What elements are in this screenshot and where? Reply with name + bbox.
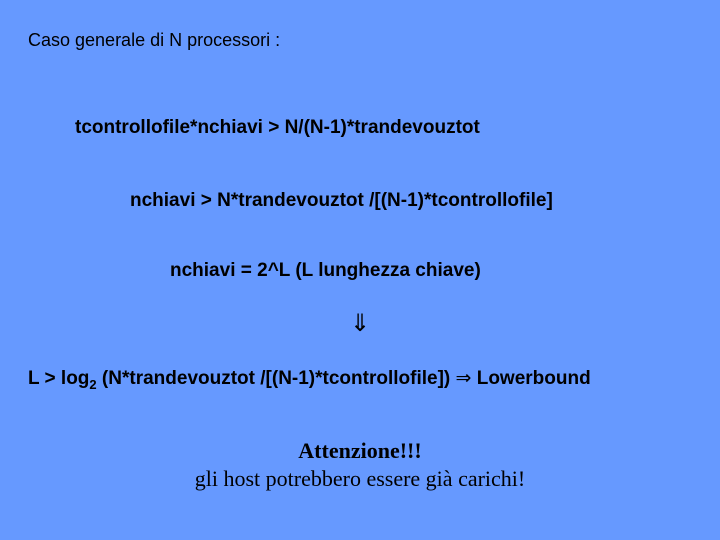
inequality-line-2: nchiavi > N*trandevouztot /[(N-1)*tcontr… [130,190,553,212]
lowerbound-post: Lowerbound [471,368,590,389]
attention-body: gli host potrebbero essere già carichi! [0,466,720,492]
attention-heading: Attenzione!!! [0,438,720,464]
slide-root: Caso generale di N processori : tcontrol… [0,0,720,540]
log-base-subscript: 2 [89,377,96,392]
lowerbound-mid: (N*trandevouztot /[(N-1)*tcontrollofile]… [97,368,456,389]
implies-icon: ⇒ [456,368,472,389]
inequality-line-1: tcontrollofile*nchiavi > N/(N-1)*trandev… [75,117,480,139]
lowerbound-line: L > log2 (N*trandevouztot /[(N-1)*tcontr… [28,367,591,392]
lowerbound-pre: L > log [28,368,89,389]
slide-title: Caso generale di N processori : [28,30,280,51]
down-arrow-icon: ⇓ [0,309,720,338]
definition-line: nchiavi = 2^L (L lunghezza chiave) [170,260,481,282]
